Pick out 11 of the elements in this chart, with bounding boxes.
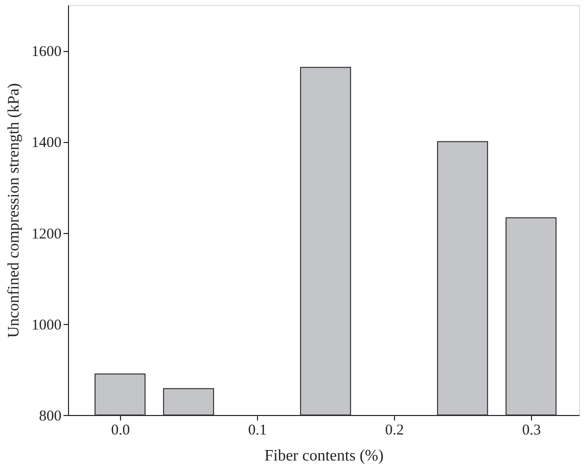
y-tick-label: 1400 — [32, 135, 62, 152]
y-tick-label: 1200 — [32, 226, 62, 242]
y-axis-title: Unconfined compression strength (kPa) — [6, 83, 22, 338]
y-tick-label: 1000 — [32, 317, 62, 334]
y-tick-label: 800 — [39, 408, 62, 424]
y-tick-label: 1600 — [32, 44, 62, 60]
x-tick-label: 0.1 — [248, 422, 267, 438]
x-tick-label: 0.0 — [111, 422, 130, 438]
x-tick-label: 0.2 — [385, 422, 404, 438]
x-tick-label: 0.3 — [522, 422, 541, 438]
x-axis-title: Fiber contents (%) — [264, 448, 384, 464]
